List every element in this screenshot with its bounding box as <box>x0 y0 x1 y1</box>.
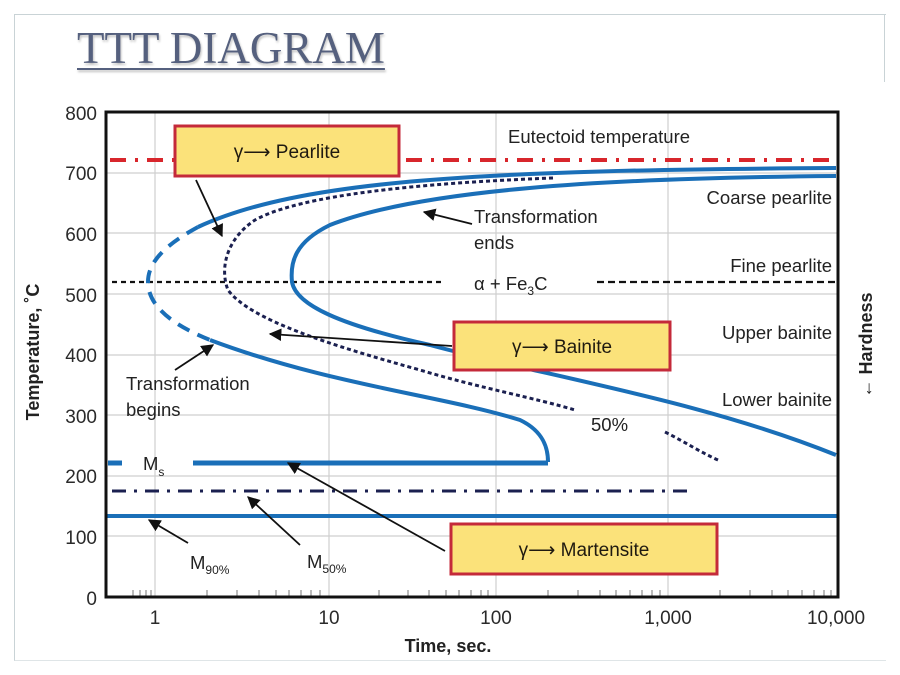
ms-label: Ms <box>143 453 164 479</box>
transformation-begins-curve <box>145 166 837 463</box>
svg-text:α + Fe3C: α + Fe3C <box>474 273 547 298</box>
svg-text:700: 700 <box>65 164 97 185</box>
svg-text:1,000: 1,000 <box>644 608 692 629</box>
slide-frame <box>14 14 886 661</box>
svg-text:γ⟶ Martensite: γ⟶ Martensite <box>519 540 650 561</box>
transformation-ends-label: Transformation <box>474 206 598 227</box>
fifty-percent-label: 50% <box>591 414 628 435</box>
svg-text:M50%: M50% <box>307 551 347 576</box>
svg-text:Fine pearlite: Fine pearlite <box>730 255 832 276</box>
svg-text:Lower bainite: Lower bainite <box>722 389 832 410</box>
slide-frame-edge <box>884 14 885 82</box>
svg-text:800: 800 <box>65 104 97 125</box>
annotation-arrows <box>147 179 473 552</box>
svg-text:400: 400 <box>65 346 97 367</box>
microstructure-labels: Coarse pearlite Fine pearlite Upper bain… <box>707 187 832 410</box>
transformation-begins-label-2: begins <box>126 399 181 420</box>
transformation-ends-label-2: ends <box>474 232 514 253</box>
m90-label: M90% <box>190 552 230 577</box>
transformation-ends-curve <box>289 174 837 457</box>
svg-text:Ms: Ms <box>143 453 164 479</box>
svg-text:200: 200 <box>65 467 97 488</box>
svg-text:100: 100 <box>65 528 97 549</box>
bainite-region-box: γ⟶ Bainite <box>452 320 672 372</box>
svg-text:0: 0 <box>86 589 97 610</box>
x-tick-labels: 1 10 100 1,000 10,000 <box>150 608 865 629</box>
svg-text:Upper bainite: Upper bainite <box>722 322 832 343</box>
hardness-label: ← Hardness <box>856 292 876 397</box>
y-tick-labels: 800 700 600 500 400 300 200 100 0 <box>65 104 97 610</box>
m50-label: M50% <box>307 551 347 576</box>
svg-text:600: 600 <box>65 225 97 246</box>
svg-text:γ⟶ Bainite: γ⟶ Bainite <box>512 337 612 358</box>
alpha-fe3c-label: α + Fe3C <box>474 273 547 298</box>
svg-text:100: 100 <box>480 608 512 629</box>
svg-text:M90%: M90% <box>190 552 230 577</box>
fifty-percent-curve <box>223 176 719 462</box>
y-axis-title: Temperature, ˚C <box>23 284 43 421</box>
svg-text:10: 10 <box>318 608 339 629</box>
plot-frame <box>104 110 840 599</box>
svg-text:10,000: 10,000 <box>807 608 865 629</box>
svg-text:γ⟶ Pearlite: γ⟶ Pearlite <box>234 142 340 163</box>
svg-text:1: 1 <box>150 608 161 629</box>
svg-text:Coarse pearlite: Coarse pearlite <box>707 187 832 208</box>
transformation-begins-label: Transformation <box>126 373 250 394</box>
eutectoid-temperature-label: Eutectoid temperature <box>508 126 690 147</box>
pearlite-region-box: γ⟶ Pearlite <box>173 124 401 178</box>
svg-text:300: 300 <box>65 407 97 428</box>
slide-title: TTT DIAGRAM <box>77 23 385 73</box>
svg-text:500: 500 <box>65 286 97 307</box>
martensite-region-box: γ⟶ Martensite <box>449 522 719 576</box>
x-axis-title: Time, sec. <box>405 636 492 656</box>
